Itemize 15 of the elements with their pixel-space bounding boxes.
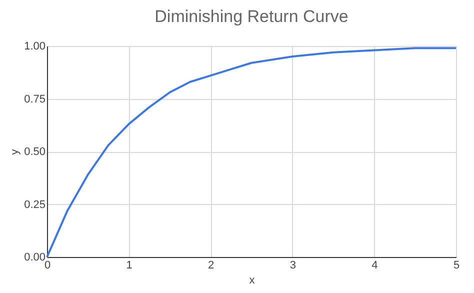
y-tick-label: 0.00	[24, 252, 46, 264]
y-tick-label: 0.25	[24, 198, 46, 211]
y-tick-label: 1.00	[24, 40, 46, 52]
x-tick-label: 4	[372, 260, 378, 272]
y-tick-label: 0.50	[24, 146, 46, 158]
y-axis-title: y	[9, 148, 22, 155]
x-tick-label: 1	[126, 260, 132, 272]
line-series	[46, 47, 457, 258]
x-tick-label: 0	[44, 260, 51, 272]
x-tick-label: 3	[290, 260, 296, 272]
chart-title: Diminishing Return Curve	[154, 7, 348, 26]
x-tick-label: 2	[208, 260, 214, 272]
x-tick-label: 5	[453, 260, 460, 272]
y-tick-label: 0.75	[24, 93, 46, 106]
x-axis-title: x	[249, 274, 256, 286]
